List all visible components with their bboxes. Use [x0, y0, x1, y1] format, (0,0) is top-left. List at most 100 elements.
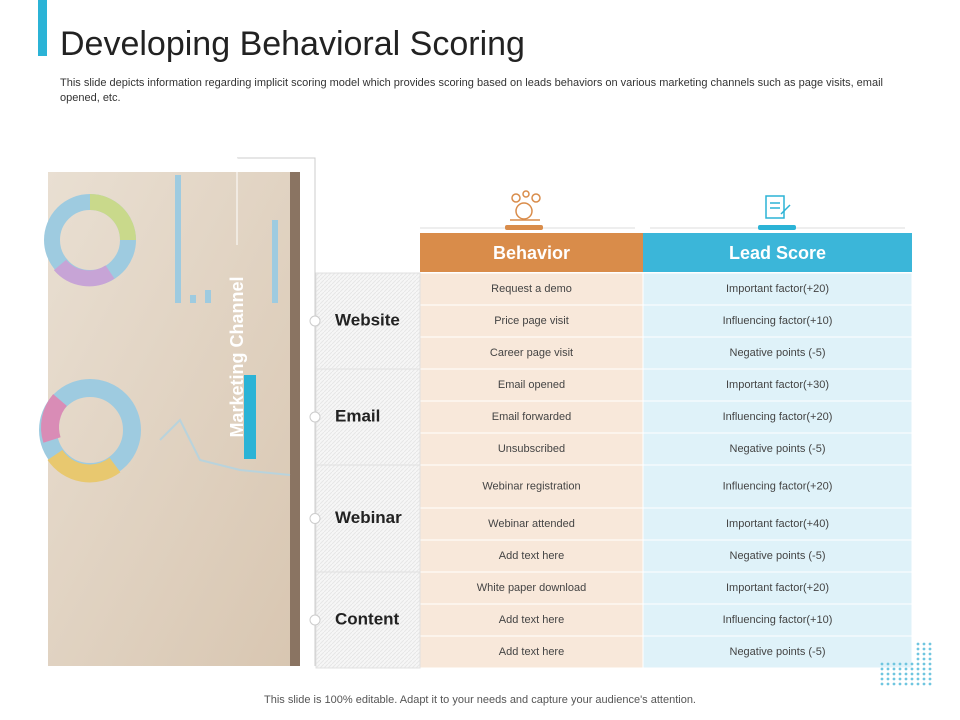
- dot: [922, 657, 926, 661]
- cell: [642, 272, 913, 306]
- cell: [419, 603, 644, 637]
- dot: [916, 677, 920, 681]
- dot: [910, 677, 914, 681]
- cell-text: Email forwarded: [492, 411, 571, 423]
- channel-cell: [315, 571, 421, 669]
- dot: [892, 667, 896, 671]
- header-cell: [643, 233, 912, 272]
- dot: [916, 682, 920, 686]
- dot: [928, 667, 932, 671]
- cell-text: Request a demo: [491, 283, 572, 295]
- channel-label: Content: [335, 609, 400, 628]
- header-text: Lead Score: [729, 243, 826, 263]
- cell: [419, 539, 644, 573]
- dot: [928, 657, 932, 661]
- dot: [880, 682, 884, 686]
- score-icon: [765, 195, 791, 219]
- side-label: Marketing Channel: [227, 276, 247, 437]
- cell-text: Influencing factor(+10): [723, 315, 833, 327]
- node: [309, 315, 321, 327]
- dot: [880, 677, 884, 681]
- bracket: [237, 157, 316, 666]
- dot: [928, 647, 932, 651]
- cell: [642, 603, 913, 637]
- dot: [928, 642, 932, 646]
- dot: [904, 682, 908, 686]
- dot: [910, 682, 914, 686]
- dot: [898, 662, 902, 666]
- cell-text: Unsubscribed: [498, 443, 565, 455]
- dot: [886, 667, 890, 671]
- dot: [916, 667, 920, 671]
- dot: [886, 677, 890, 681]
- cell-text: Important factor(+40): [726, 518, 829, 530]
- dot: [886, 662, 890, 666]
- photo: [39, 172, 300, 666]
- channel-label: Website: [335, 310, 400, 329]
- dot: [928, 662, 932, 666]
- dot: [922, 642, 926, 646]
- header-text: Behavior: [493, 243, 570, 263]
- dot: [904, 667, 908, 671]
- dot: [880, 667, 884, 671]
- dot: [916, 652, 920, 656]
- accent-bar: [38, 0, 47, 56]
- dot: [910, 667, 914, 671]
- cell-text: Influencing factor(+10): [723, 614, 833, 626]
- dot: [892, 662, 896, 666]
- dot: [898, 677, 902, 681]
- cell: [642, 432, 913, 466]
- title: Developing Behavioral Scoring: [60, 25, 525, 63]
- cell-text: Negative points (-5): [730, 347, 826, 359]
- cell-text: White paper download: [477, 582, 586, 594]
- dots: [880, 642, 932, 686]
- channel-label: Webinar: [335, 508, 402, 527]
- cell: [642, 571, 913, 605]
- cell-text: Influencing factor(+20): [723, 480, 833, 492]
- cell-text: Email opened: [498, 379, 565, 391]
- dot: [916, 672, 920, 676]
- dot: [922, 677, 926, 681]
- cell-text: Negative points (-5): [730, 443, 826, 455]
- cell-text: Price page visit: [494, 315, 569, 327]
- dot: [922, 662, 926, 666]
- channel-label: Email: [335, 406, 380, 425]
- cell-text: Career page visit: [490, 347, 573, 359]
- dot: [916, 642, 920, 646]
- cell-text: Add text here: [499, 646, 564, 658]
- cell-text: Negative points (-5): [730, 550, 826, 562]
- dot: [922, 672, 926, 676]
- cell-text: Add text here: [499, 614, 564, 626]
- cell-text: Webinar attended: [488, 518, 575, 530]
- dot: [922, 647, 926, 651]
- dot: [922, 682, 926, 686]
- dot: [880, 662, 884, 666]
- dot: [916, 647, 920, 651]
- dot: [904, 672, 908, 676]
- table: Behavior Lead Score Request a demo Importan…: [309, 233, 913, 669]
- dot: [904, 677, 908, 681]
- cell-text: Negative points (-5): [730, 646, 826, 658]
- description: This slide depicts information regarding…: [60, 77, 883, 104]
- cell: [419, 400, 644, 434]
- cell: [642, 304, 913, 338]
- cell-text: Webinar registration: [482, 480, 580, 492]
- dot: [928, 652, 932, 656]
- cell: [642, 336, 913, 370]
- dot: [916, 662, 920, 666]
- cell: [642, 635, 913, 669]
- dot: [922, 652, 926, 656]
- cell: [419, 464, 644, 509]
- channel-cell: [315, 464, 421, 573]
- dot: [886, 682, 890, 686]
- label-bar: [244, 375, 256, 459]
- dot: [910, 662, 914, 666]
- dot: [928, 672, 932, 676]
- node: [309, 411, 321, 423]
- dot: [892, 677, 896, 681]
- dot: [910, 672, 914, 676]
- header-cell: [420, 233, 643, 272]
- dot: [892, 672, 896, 676]
- cell: [642, 464, 913, 509]
